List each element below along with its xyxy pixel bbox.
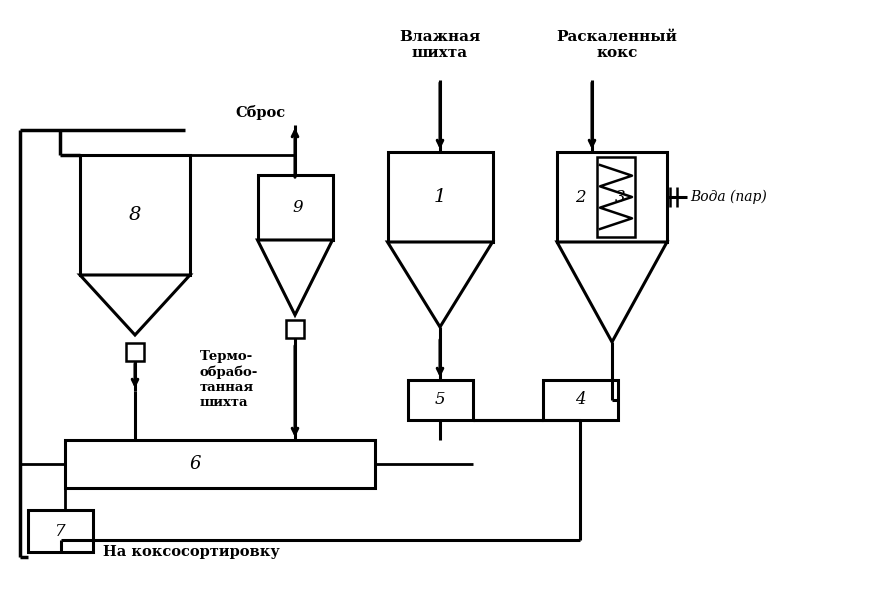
Polygon shape (557, 242, 667, 342)
Bar (557, 152, 667, 242)
Polygon shape (80, 275, 190, 335)
Bar (258, 175, 332, 240)
Text: 5: 5 (434, 392, 446, 408)
Text: 3: 3 (614, 188, 625, 205)
Text: 4: 4 (575, 392, 586, 408)
Text: Сброс: Сброс (235, 105, 285, 120)
Text: Вода (пар): Вода (пар) (690, 190, 766, 204)
Polygon shape (258, 240, 332, 315)
Bar (597, 157, 635, 237)
Bar (387, 152, 493, 242)
Bar (65, 440, 375, 488)
Text: Влажная
шихта: Влажная шихта (399, 30, 481, 60)
Text: 6: 6 (190, 455, 201, 473)
Bar (126, 343, 144, 361)
Bar (407, 380, 473, 420)
Text: 8: 8 (128, 206, 142, 224)
Text: Термо-
обрабо-
танная
шихта: Термо- обрабо- танная шихта (200, 350, 259, 409)
Text: 1: 1 (434, 188, 447, 206)
Text: 2: 2 (575, 188, 586, 205)
Text: 7: 7 (55, 523, 66, 539)
Text: Раскаленный
кокс: Раскаленный кокс (557, 30, 677, 60)
Text: На коксосортировку: На коксосортировку (103, 545, 280, 559)
Bar (286, 320, 304, 338)
Text: 9: 9 (293, 199, 303, 216)
Polygon shape (387, 242, 493, 327)
Bar (28, 510, 93, 552)
Bar (80, 155, 190, 275)
Bar (543, 380, 618, 420)
